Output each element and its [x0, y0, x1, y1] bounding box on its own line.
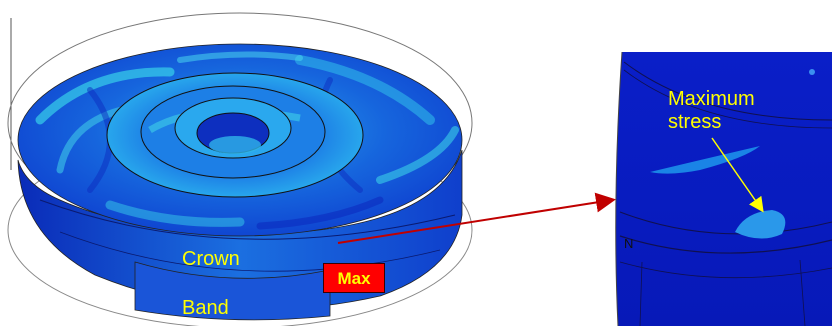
crown-label: Crown: [182, 248, 240, 270]
band-label: Band: [182, 297, 229, 319]
shroud-band: [134, 261, 331, 321]
hub-bore-inner: [209, 136, 261, 154]
max-badge: Max: [323, 263, 385, 293]
blade-stress-streaks: [35, 51, 459, 230]
zoom-panel-border: [615, 51, 623, 326]
zoom-detail-panel: [616, 52, 832, 326]
band-seam: [39, 199, 456, 240]
max-stress-patch: [735, 210, 786, 239]
axis-marker-n: N: [624, 236, 634, 251]
maximum-stress-label: Maximum stress: [668, 88, 755, 134]
zoom-callout-arrow: [337, 192, 616, 244]
max-stress-arrow: [711, 137, 764, 213]
maximum-stress-line1: Maximum: [668, 88, 755, 110]
band-seam-2: [59, 231, 441, 272]
maximum-stress-line2: stress: [668, 111, 722, 133]
